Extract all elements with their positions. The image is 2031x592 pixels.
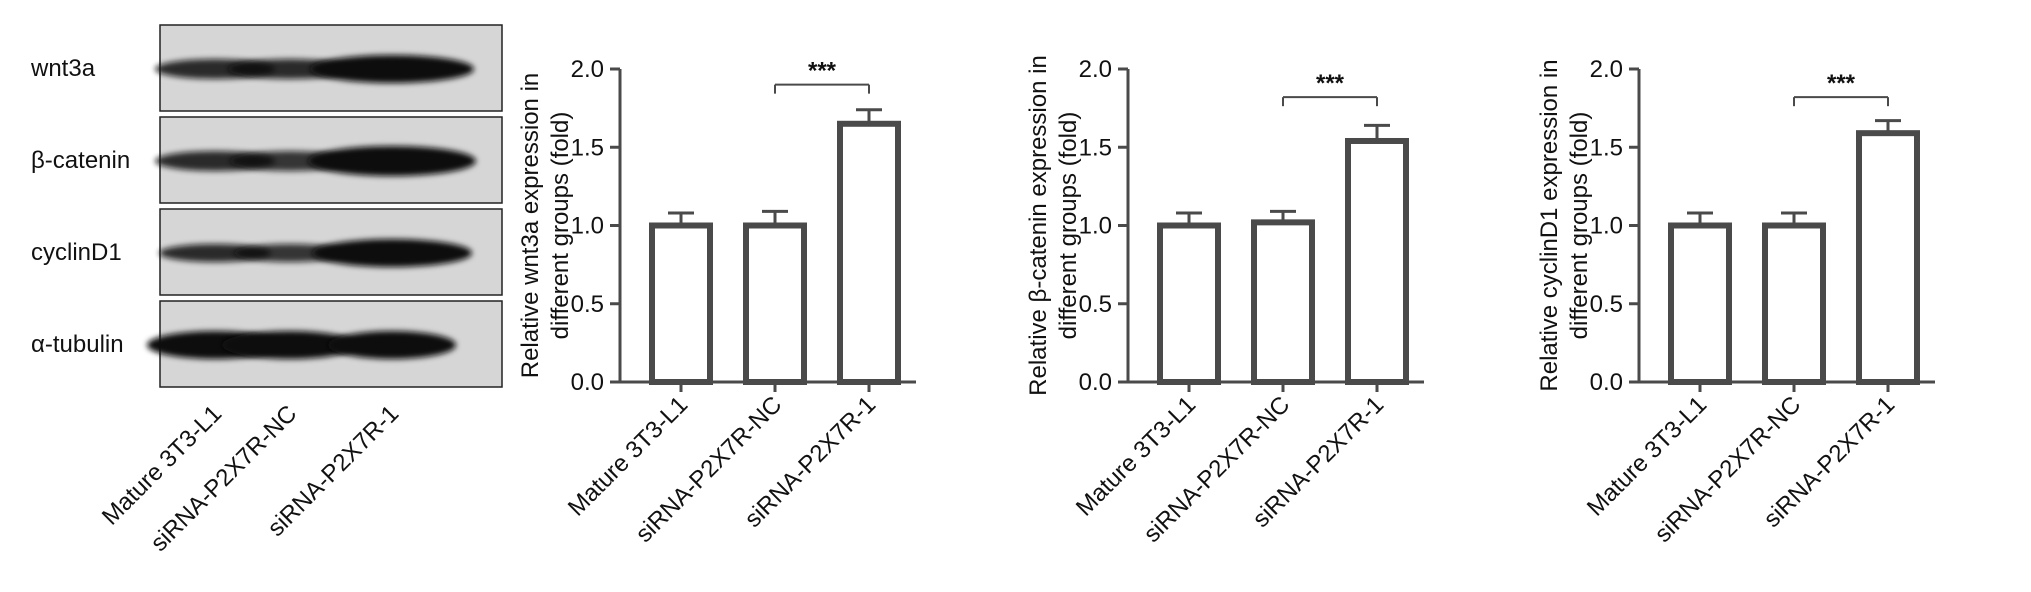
bar-sirna-p2x7r-1 bbox=[1856, 130, 1920, 385]
y-tick-label: 1.0 bbox=[1079, 213, 1112, 240]
blot-band bbox=[308, 146, 476, 176]
blot-band bbox=[312, 239, 472, 267]
y-tick-label: 0.5 bbox=[571, 291, 604, 318]
significance-label: *** bbox=[1827, 70, 1856, 97]
blot-row-label: β-catenin bbox=[31, 147, 130, 174]
y-tick-label: 1.0 bbox=[571, 213, 604, 240]
y-tick-label: 1.5 bbox=[571, 134, 604, 161]
bar-sirna-p2x7r-nc bbox=[1762, 222, 1826, 385]
y-tick-label: 0.5 bbox=[1590, 291, 1623, 318]
y-axis-label: different groups (fold) bbox=[547, 112, 574, 340]
blot-band bbox=[310, 55, 474, 83]
chart-cyclinD1: Relative cyclinD1 expression in different… bbox=[1536, 56, 1935, 548]
bar-sirna-p2x7r-nc bbox=[1251, 219, 1315, 385]
y-axis-label: Relative β-catenin expression in bbox=[1025, 55, 1052, 396]
bar-sirna-p2x7r-1 bbox=[837, 120, 901, 386]
blot-band bbox=[222, 331, 358, 359]
bar-mature-3t3-l1 bbox=[1157, 222, 1221, 385]
y-tick-label: 0.5 bbox=[1079, 291, 1112, 318]
y-tick-label: 2.0 bbox=[571, 56, 604, 83]
blot-row-label: cyclinD1 bbox=[31, 239, 122, 266]
bar-sirna-p2x7r-1 bbox=[1345, 137, 1409, 385]
significance-label: *** bbox=[1316, 70, 1345, 97]
bar-sirna-p2x7r-nc bbox=[743, 222, 807, 385]
significance-label: *** bbox=[808, 58, 837, 85]
blot-row-wnt3a: wnt3a bbox=[30, 24, 503, 112]
blot-row-label: α-tubulin bbox=[31, 331, 124, 358]
y-tick-label: 0.0 bbox=[1590, 369, 1623, 396]
blot-row-catenin: β-catenin bbox=[31, 116, 503, 204]
blot-band bbox=[328, 331, 456, 359]
y-tick-label: 0.0 bbox=[571, 369, 604, 396]
bar-mature-3t3-l1 bbox=[649, 222, 713, 385]
y-tick-label: 1.0 bbox=[1590, 213, 1623, 240]
blot-row-label: wnt3a bbox=[30, 55, 96, 82]
y-axis-label: Relative wnt3a expression in bbox=[520, 73, 544, 379]
y-tick-label: 2.0 bbox=[1590, 56, 1623, 83]
y-axis-label: different groups (fold) bbox=[1055, 112, 1082, 340]
blot-row-tubulin: α-tubulin bbox=[31, 300, 503, 388]
bar-mature-3t3-l1 bbox=[1668, 222, 1732, 385]
y-tick-label: 2.0 bbox=[1079, 56, 1112, 83]
y-tick-label: 0.0 bbox=[1079, 369, 1112, 396]
y-tick-label: 1.5 bbox=[1079, 134, 1112, 161]
y-tick-label: 1.5 bbox=[1590, 134, 1623, 161]
chart-beta-catenin: Relative β-catenin expression in differen… bbox=[1025, 55, 1424, 548]
y-axis-label: Relative cyclinD1 expression in bbox=[1536, 59, 1563, 391]
y-axis-label: different groups (fold) bbox=[1566, 112, 1593, 340]
blot-row-cyclind1: cyclinD1 bbox=[31, 208, 503, 296]
